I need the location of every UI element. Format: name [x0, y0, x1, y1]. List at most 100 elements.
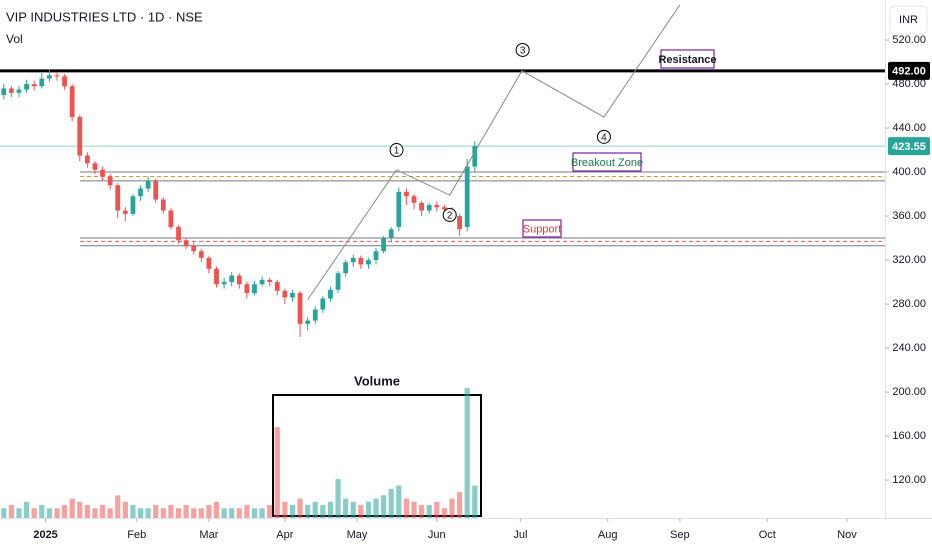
resistance-label-box: [660, 49, 715, 69]
volume-bar: [343, 498, 349, 518]
candle-body: [24, 84, 29, 90]
volume-bar: [39, 505, 45, 518]
zone-label-box: [572, 152, 642, 172]
volume-bar: [434, 501, 440, 518]
candle-body: [411, 196, 417, 203]
volume-bar: [388, 488, 394, 518]
volume-bar: [312, 501, 318, 518]
volume-bar: [373, 498, 379, 518]
y-tick-label: 520.00: [892, 34, 926, 46]
x-tick-label: 2025: [33, 529, 57, 541]
candle-body: [100, 169, 105, 177]
candle-body: [297, 293, 303, 324]
candle-body: [145, 180, 151, 189]
candle-body: [366, 260, 371, 265]
candle-body: [434, 205, 440, 208]
volume-bar: [191, 508, 197, 518]
candle-body: [290, 293, 295, 298]
volume-bar: [69, 498, 75, 518]
volume-bar: [327, 501, 334, 518]
candle-body: [77, 117, 83, 156]
volume-bar: [449, 498, 455, 518]
volume-bar: [426, 505, 432, 518]
x-tick-label: Mar: [199, 529, 218, 541]
last-price-tag: [888, 137, 930, 156]
candle-body: [259, 279, 265, 285]
volume-box-label: Volume: [354, 373, 400, 388]
candle-body: [160, 199, 166, 211]
candle-body: [305, 320, 311, 324]
zone-label-box: [522, 219, 562, 238]
candle-body: [183, 240, 189, 246]
wave-label: 2: [447, 211, 453, 222]
zone-label: Support: [523, 223, 562, 235]
volume-bar: [23, 501, 30, 518]
candle-body: [328, 289, 333, 299]
volume-bar: [213, 501, 220, 518]
x-tick-label: Oct: [759, 529, 776, 541]
volume-bar: [168, 505, 174, 518]
candle-body: [153, 180, 159, 200]
volume-bar: [153, 505, 159, 518]
x-tick-label: Sep: [670, 529, 690, 541]
candle-body: [236, 275, 242, 285]
candle-body: [457, 216, 462, 230]
candle-body: [168, 210, 174, 228]
volume-bar: [244, 505, 250, 518]
currency-button[interactable]: [889, 5, 928, 35]
volume-bar: [335, 479, 341, 518]
volume-bar: [472, 485, 478, 518]
y-tick-label: 280.00: [892, 298, 926, 310]
volume-bar: [411, 501, 417, 518]
candle-body: [267, 279, 273, 283]
volume-bar: [122, 501, 128, 518]
wave-label: 4: [601, 132, 607, 143]
symbol-title: VIP INDUSTRIES LTD · 1D · NSE: [6, 9, 203, 24]
candle-body: [350, 257, 356, 263]
candle-body: [282, 290, 288, 298]
candle-body: [229, 275, 235, 283]
wave-circle: [515, 42, 530, 57]
candle-body: [252, 284, 257, 294]
candle-body: [46, 75, 52, 79]
wave-label: 3: [520, 46, 526, 57]
volume-bar: [365, 501, 372, 518]
y-tick-label: 240.00: [892, 342, 926, 354]
volume-bar: [77, 501, 83, 518]
volume-bar: [396, 485, 402, 518]
last-price-label: 423.55: [892, 141, 926, 153]
volume-bar: [267, 505, 273, 518]
volume-bar: [160, 508, 166, 518]
volume-bar: [183, 505, 189, 518]
volume-bar: [54, 508, 60, 518]
zone-label: Breakout Zone: [571, 157, 643, 169]
y-tick-label: 160.00: [892, 430, 926, 442]
candle-body: [16, 89, 22, 93]
candle-body: [1, 88, 7, 96]
candle-body: [62, 76, 67, 87]
candle-body: [39, 78, 45, 87]
resistance-label: Resistance: [658, 54, 716, 66]
candle-body: [335, 273, 341, 290]
volume-bar: [320, 505, 326, 518]
volume-bar: [46, 508, 52, 518]
y-tick-label: 480.00: [892, 78, 926, 90]
volume-bar: [282, 501, 288, 518]
volume-bar: [251, 508, 258, 518]
volume-bar: [115, 495, 121, 518]
volume-bar: [358, 505, 364, 518]
volume-bar: [175, 508, 182, 518]
volume-bar: [259, 508, 265, 518]
wave-circle: [596, 129, 611, 144]
candle-body: [244, 284, 250, 294]
x-tick-label: Jul: [513, 529, 527, 541]
candle-body: [419, 202, 425, 211]
currency-label[interactable]: INR: [899, 14, 918, 26]
wave-circle: [389, 143, 404, 158]
x-tick-label: Feb: [127, 529, 146, 541]
candle-body: [221, 282, 227, 285]
candle-body: [54, 75, 60, 77]
x-tick-label: May: [347, 529, 368, 541]
wave-circle: [442, 207, 457, 222]
